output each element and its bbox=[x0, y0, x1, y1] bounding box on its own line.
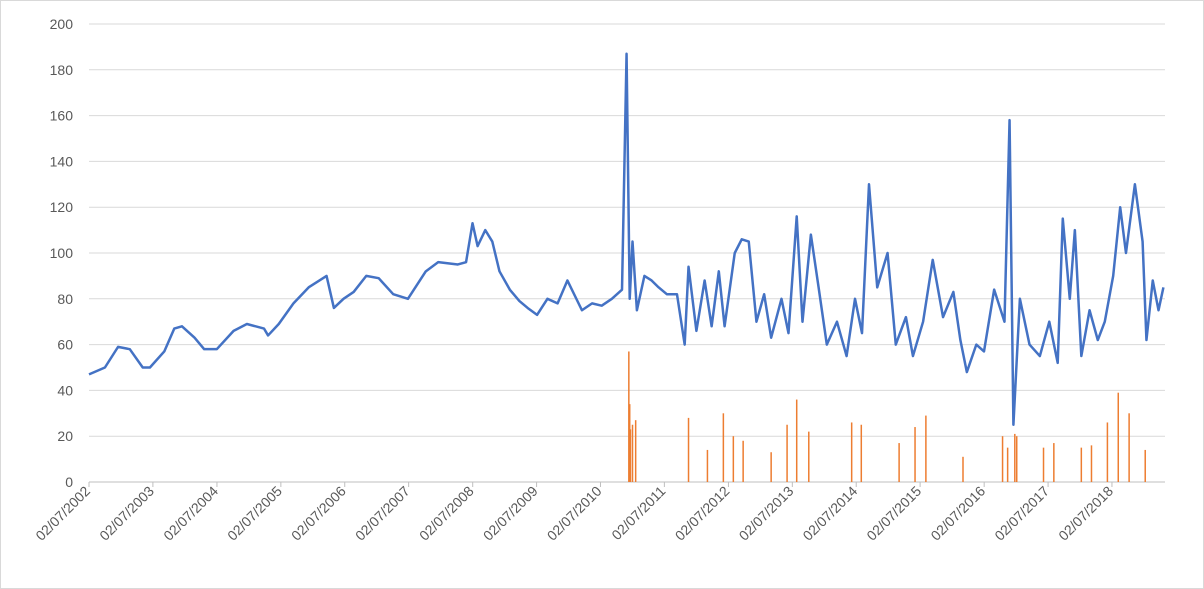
bar bbox=[1053, 443, 1055, 482]
y-tick-label: 0 bbox=[65, 474, 73, 490]
bar bbox=[722, 413, 725, 482]
bar bbox=[962, 456, 964, 482]
bar bbox=[732, 436, 735, 482]
bar bbox=[914, 427, 916, 482]
bar bbox=[1080, 447, 1083, 482]
bar bbox=[629, 429, 632, 482]
bar bbox=[631, 424, 634, 482]
bar bbox=[795, 399, 798, 482]
bar bbox=[1128, 413, 1130, 482]
y-tick-label: 80 bbox=[57, 291, 73, 307]
y-tick-label: 120 bbox=[50, 199, 74, 215]
y-tick-label: 200 bbox=[50, 16, 74, 32]
bar bbox=[770, 452, 772, 482]
y-tick-label: 60 bbox=[57, 337, 73, 353]
bar bbox=[687, 417, 690, 482]
bar bbox=[1006, 447, 1009, 482]
bar bbox=[1117, 392, 1120, 482]
bar bbox=[742, 440, 744, 482]
bar bbox=[634, 420, 637, 482]
bar bbox=[1144, 449, 1146, 482]
bar bbox=[898, 443, 900, 482]
bar bbox=[1106, 422, 1109, 482]
bar bbox=[1042, 447, 1045, 482]
bar bbox=[706, 449, 709, 482]
bar bbox=[808, 431, 810, 482]
bar bbox=[1014, 433, 1016, 482]
bar bbox=[1090, 445, 1093, 482]
y-tick-label: 20 bbox=[57, 428, 73, 444]
bar bbox=[1001, 436, 1004, 482]
y-tick-label: 40 bbox=[57, 382, 73, 398]
bar bbox=[925, 415, 927, 482]
bar bbox=[850, 422, 853, 482]
y-tick-label: 140 bbox=[50, 153, 74, 169]
data-line bbox=[88, 52, 1165, 426]
bar bbox=[786, 424, 788, 482]
y-tick-label: 180 bbox=[50, 62, 74, 78]
y-tick-label: 160 bbox=[50, 108, 74, 124]
bar bbox=[860, 424, 863, 482]
y-tick-label: 100 bbox=[50, 245, 74, 261]
bar bbox=[628, 351, 630, 482]
bar bbox=[1015, 436, 1018, 482]
